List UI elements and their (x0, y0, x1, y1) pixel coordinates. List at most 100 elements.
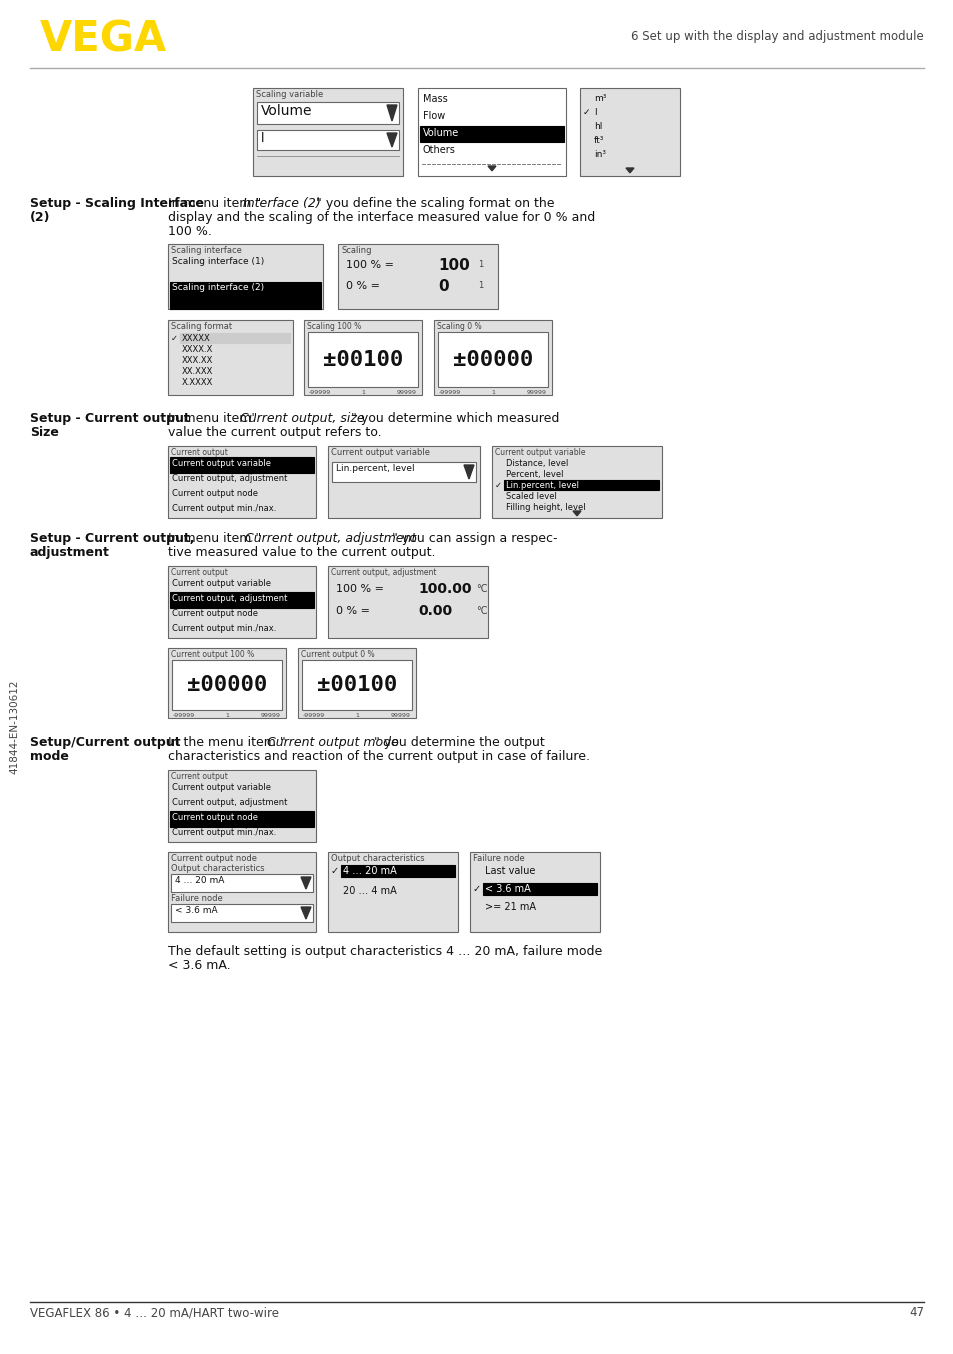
Bar (170, 282, 320, 309)
Text: XXXX.X: XXXX.X (182, 345, 213, 353)
Text: Current output variable: Current output variable (172, 783, 271, 792)
Polygon shape (488, 167, 496, 171)
Text: Last value: Last value (484, 867, 535, 876)
Text: 1: 1 (477, 260, 483, 269)
Text: Failure node: Failure node (171, 894, 222, 903)
Text: -99999: -99999 (172, 714, 195, 718)
Text: 100: 100 (437, 259, 469, 274)
Text: ✓: ✓ (331, 867, 338, 876)
Bar (171, 904, 313, 922)
Polygon shape (301, 877, 311, 890)
Text: 47: 47 (908, 1307, 923, 1319)
Text: Lin.percent, level: Lin.percent, level (505, 481, 578, 490)
Text: Volume: Volume (422, 129, 458, 138)
Text: < 3.6 mA: < 3.6 mA (484, 884, 530, 894)
Bar (168, 852, 315, 932)
Bar (437, 332, 547, 387)
Text: Setup - Current output: Setup - Current output (30, 412, 190, 425)
Bar (417, 88, 565, 176)
Bar (419, 126, 563, 142)
Text: ✓: ✓ (495, 481, 501, 490)
Bar (302, 659, 412, 709)
Text: 20 … 4 mA: 20 … 4 mA (343, 886, 396, 896)
Text: Current output min./nax.: Current output min./nax. (172, 829, 276, 837)
Text: Failure node: Failure node (473, 854, 524, 862)
Text: Scaling 0 %: Scaling 0 % (436, 322, 481, 330)
Text: ±00100: ±00100 (322, 349, 403, 370)
Bar (168, 320, 293, 395)
Text: VEGAFLEX 86 • 4 … 20 mA/HART two-wire: VEGAFLEX 86 • 4 … 20 mA/HART two-wire (30, 1307, 278, 1319)
Text: Current output variable: Current output variable (495, 448, 585, 458)
Text: Mass: Mass (422, 93, 447, 104)
Text: 100.00: 100.00 (417, 582, 471, 596)
Text: The default setting is output characteristics 4 … 20 mA, failure mode: The default setting is output characteri… (168, 945, 601, 959)
Bar (253, 88, 402, 176)
Text: Interface (2): Interface (2) (243, 196, 320, 210)
Text: ±00100: ±00100 (316, 676, 396, 695)
Text: XX.XXX: XX.XXX (182, 367, 213, 376)
Bar (168, 566, 315, 638)
Text: Scaling variable: Scaling variable (255, 89, 323, 99)
Text: l: l (594, 108, 596, 116)
Text: -99999: -99999 (309, 390, 331, 395)
Text: Current output, adjustment: Current output, adjustment (172, 594, 287, 603)
Text: ft³: ft³ (594, 135, 604, 145)
Text: Size: Size (30, 427, 59, 439)
Bar (297, 649, 416, 718)
Text: Current output variable: Current output variable (331, 448, 430, 458)
Bar (337, 244, 497, 309)
Text: 99999: 99999 (261, 714, 281, 718)
Text: ✓: ✓ (582, 108, 590, 116)
Text: ✓: ✓ (473, 884, 480, 894)
Bar (492, 445, 661, 519)
Text: 0 % =: 0 % = (346, 282, 379, 291)
Bar (503, 481, 659, 490)
Text: 99999: 99999 (396, 390, 416, 395)
Bar (256, 102, 398, 125)
Text: 0.00: 0.00 (417, 604, 452, 617)
Text: ±00000: ±00000 (187, 676, 267, 695)
Text: " you determine which measured: " you determine which measured (351, 412, 558, 425)
Text: In menu item ": In menu item " (168, 196, 261, 210)
Bar (470, 852, 599, 932)
Bar (308, 332, 417, 387)
Text: Current output 0 %: Current output 0 % (301, 650, 375, 659)
Text: Others: Others (422, 145, 456, 154)
Text: Current output min./nax.: Current output min./nax. (172, 504, 276, 513)
Text: 0 % =: 0 % = (335, 607, 370, 616)
Text: Setup/Current output: Setup/Current output (30, 737, 180, 749)
Text: Filling height, level: Filling height, level (505, 502, 585, 512)
Text: 1: 1 (477, 282, 483, 290)
Text: Scaling format: Scaling format (171, 322, 232, 330)
Text: Scaled level: Scaled level (505, 492, 557, 501)
Polygon shape (387, 106, 396, 121)
Text: ✓: ✓ (171, 334, 178, 343)
Text: In menu item": In menu item" (168, 412, 257, 425)
Text: 6 Set up with the display and adjustment module: 6 Set up with the display and adjustment… (631, 30, 923, 43)
Text: 1: 1 (225, 714, 229, 718)
Text: " you can assign a respec-: " you can assign a respec- (392, 532, 557, 546)
Text: Percent, level: Percent, level (505, 470, 563, 479)
Text: Scaling: Scaling (341, 246, 372, 255)
Text: In the menu item ": In the menu item " (168, 737, 286, 749)
Bar (340, 865, 455, 877)
Text: Current output variable: Current output variable (172, 459, 271, 468)
Text: Scaling interface: Scaling interface (171, 246, 242, 255)
Text: 1: 1 (360, 390, 365, 395)
Text: 100 % =: 100 % = (346, 260, 394, 269)
Text: ±00000: ±00000 (453, 349, 533, 370)
Text: 99999: 99999 (391, 714, 411, 718)
Text: m³: m³ (594, 93, 606, 103)
Text: Current output, size: Current output, size (240, 412, 364, 425)
Text: Current output: Current output (171, 772, 228, 781)
Text: 0: 0 (437, 279, 448, 294)
Text: 1: 1 (355, 714, 358, 718)
Polygon shape (463, 464, 474, 479)
Text: Volume: Volume (261, 104, 313, 118)
Bar (180, 333, 290, 343)
Text: Current output, adjustment: Current output, adjustment (172, 798, 287, 807)
Text: >= 21 mA: >= 21 mA (484, 902, 536, 913)
Text: Current output, adjustment: Current output, adjustment (331, 567, 436, 577)
Bar (168, 445, 315, 519)
Bar (170, 458, 314, 473)
